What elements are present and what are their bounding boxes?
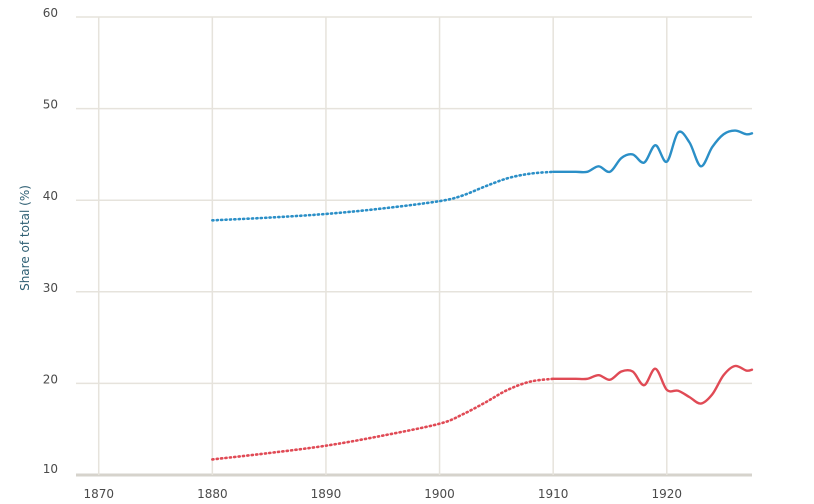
series-lines [211,129,754,461]
gridlines [76,16,752,477]
y-axis-title: Share of total (%) [18,185,32,291]
series-2-observed-line [551,364,754,405]
x-tick-label: 1900 [424,487,455,501]
x-tick-label: 1920 [652,487,683,501]
y-tick-label: 20 [43,372,58,386]
series-1-estimated-line [211,170,555,222]
series-1-observed-line [551,129,754,174]
x-tick-label: 1880 [197,487,228,501]
x-tick-label: 1910 [538,487,569,501]
series-2-estimated-line [211,377,555,461]
tick-labels: 10 20 30 40 50 60 1870 1880 1890 1900 1910 1920 [43,6,682,501]
y-tick-label: 40 [43,189,58,203]
y-tick-label: 30 [43,281,58,295]
y-tick-label: 50 [43,98,58,112]
y-tick-label: 10 [43,462,58,476]
x-tick-label: 1890 [311,487,342,501]
x-tick-label: 1870 [83,487,114,501]
y-tick-label: 60 [43,6,58,20]
